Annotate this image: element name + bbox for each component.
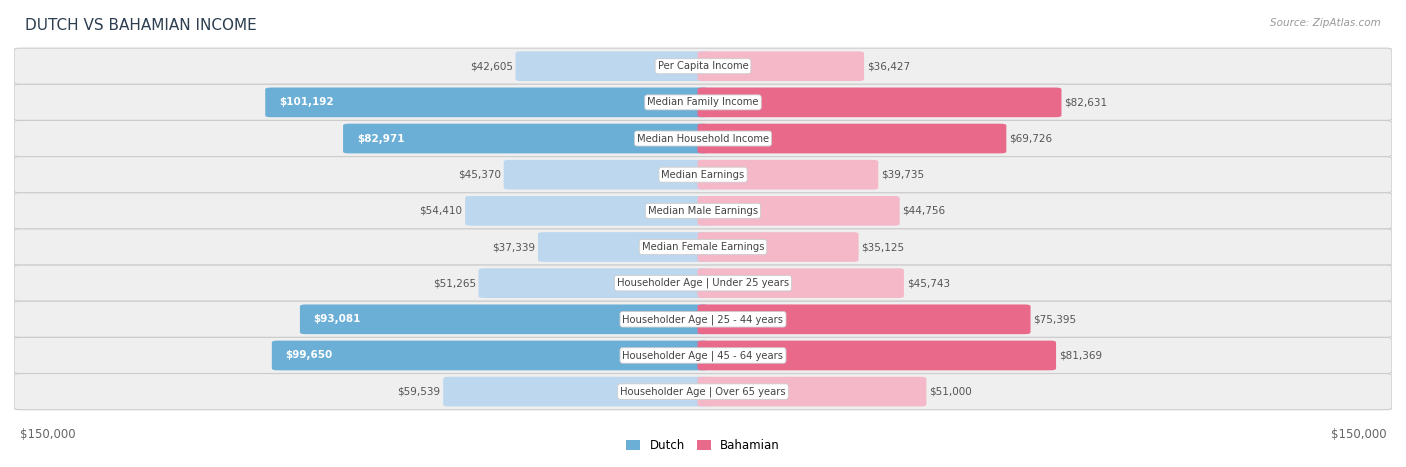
Text: $54,410: $54,410 — [419, 206, 463, 216]
FancyBboxPatch shape — [14, 85, 1392, 120]
FancyBboxPatch shape — [516, 51, 709, 81]
FancyBboxPatch shape — [697, 160, 879, 190]
FancyBboxPatch shape — [299, 304, 709, 334]
Text: $93,081: $93,081 — [314, 314, 361, 324]
Text: $150,000: $150,000 — [20, 428, 75, 441]
Text: $69,726: $69,726 — [1010, 134, 1052, 143]
FancyBboxPatch shape — [14, 301, 1392, 337]
Text: $51,000: $51,000 — [929, 387, 972, 396]
Text: $42,605: $42,605 — [470, 61, 513, 71]
FancyBboxPatch shape — [697, 51, 865, 81]
FancyBboxPatch shape — [14, 48, 1392, 85]
FancyBboxPatch shape — [465, 196, 709, 226]
FancyBboxPatch shape — [14, 120, 1392, 156]
Text: $36,427: $36,427 — [868, 61, 910, 71]
FancyBboxPatch shape — [14, 229, 1392, 265]
FancyBboxPatch shape — [271, 340, 709, 370]
Text: $45,743: $45,743 — [907, 278, 950, 288]
Text: Householder Age | Over 65 years: Householder Age | Over 65 years — [620, 386, 786, 397]
Text: $82,631: $82,631 — [1064, 98, 1108, 107]
Text: Householder Age | 45 - 64 years: Householder Age | 45 - 64 years — [623, 350, 783, 361]
Legend: Dutch, Bahamian: Dutch, Bahamian — [621, 434, 785, 456]
FancyBboxPatch shape — [14, 265, 1392, 301]
Text: DUTCH VS BAHAMIAN INCOME: DUTCH VS BAHAMIAN INCOME — [25, 18, 257, 34]
FancyBboxPatch shape — [478, 269, 709, 298]
Text: Median Male Earnings: Median Male Earnings — [648, 206, 758, 216]
Text: Median Family Income: Median Family Income — [647, 98, 759, 107]
FancyBboxPatch shape — [14, 337, 1392, 374]
Text: Per Capita Income: Per Capita Income — [658, 61, 748, 71]
Text: $81,369: $81,369 — [1059, 350, 1102, 361]
Text: Householder Age | 25 - 44 years: Householder Age | 25 - 44 years — [623, 314, 783, 325]
Text: $150,000: $150,000 — [1331, 428, 1386, 441]
Text: Householder Age | Under 25 years: Householder Age | Under 25 years — [617, 278, 789, 289]
FancyBboxPatch shape — [266, 87, 709, 117]
FancyBboxPatch shape — [503, 160, 709, 190]
Text: Median Household Income: Median Household Income — [637, 134, 769, 143]
Text: $75,395: $75,395 — [1033, 314, 1077, 324]
FancyBboxPatch shape — [697, 377, 927, 406]
Text: $37,339: $37,339 — [492, 242, 536, 252]
Text: $101,192: $101,192 — [278, 98, 333, 107]
FancyBboxPatch shape — [343, 124, 709, 153]
FancyBboxPatch shape — [697, 196, 900, 226]
Text: $44,756: $44,756 — [903, 206, 946, 216]
FancyBboxPatch shape — [697, 232, 859, 262]
Text: Source: ZipAtlas.com: Source: ZipAtlas.com — [1270, 18, 1381, 28]
FancyBboxPatch shape — [697, 340, 1056, 370]
FancyBboxPatch shape — [538, 232, 709, 262]
Text: $82,971: $82,971 — [357, 134, 405, 143]
FancyBboxPatch shape — [697, 304, 1031, 334]
Text: $35,125: $35,125 — [862, 242, 904, 252]
Text: $99,650: $99,650 — [285, 350, 333, 361]
Text: Median Earnings: Median Earnings — [661, 170, 745, 180]
FancyBboxPatch shape — [443, 377, 709, 406]
Text: $51,265: $51,265 — [433, 278, 475, 288]
FancyBboxPatch shape — [697, 269, 904, 298]
Text: $39,735: $39,735 — [882, 170, 924, 180]
FancyBboxPatch shape — [14, 156, 1392, 193]
FancyBboxPatch shape — [14, 193, 1392, 229]
FancyBboxPatch shape — [697, 87, 1062, 117]
Text: Median Female Earnings: Median Female Earnings — [641, 242, 765, 252]
FancyBboxPatch shape — [14, 374, 1392, 410]
FancyBboxPatch shape — [697, 124, 1007, 153]
Text: $59,539: $59,539 — [398, 387, 440, 396]
Text: $45,370: $45,370 — [458, 170, 501, 180]
